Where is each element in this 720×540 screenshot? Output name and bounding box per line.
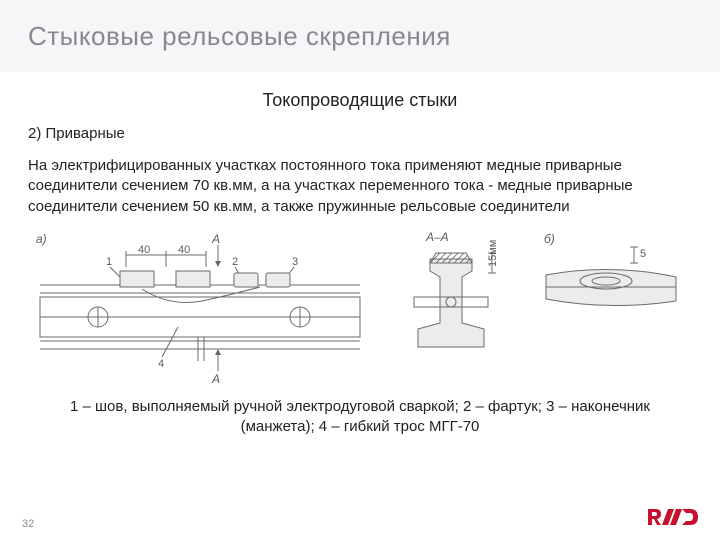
panel-b-label: б): [544, 232, 555, 246]
body-paragraph: На электрифицированных участках постоянн…: [28, 156, 692, 217]
section-marker-bottom: А: [211, 372, 220, 386]
callout-4: 4: [158, 358, 164, 370]
dim-40-right: 40: [178, 244, 190, 256]
subtitle: Токопроводящие стыки: [28, 90, 692, 111]
section-marker-top: А: [211, 232, 220, 246]
callout-1: 1: [106, 256, 112, 268]
section-aa-label: А–А: [425, 230, 449, 244]
rzd-logo: [646, 505, 700, 532]
diagram-panel-b: б) 5: [544, 232, 676, 306]
content-area: Токопроводящие стыки 2) Приварные На эле…: [0, 72, 720, 437]
panel-a-label: а): [36, 232, 47, 246]
dim-5: 5: [640, 248, 646, 260]
page-number: 32: [22, 518, 34, 530]
callout-3: 3: [292, 256, 298, 268]
technical-diagram: а) А 40 40 1 2 3: [30, 227, 690, 387]
title-bar: Стыковые рельсовые скрепления: [0, 0, 720, 72]
section-label: 2) Приварные: [28, 125, 692, 142]
page-title: Стыковые рельсовые скрепления: [28, 21, 451, 52]
callout-2: 2: [232, 256, 238, 268]
dim-40-left: 40: [138, 244, 150, 256]
diagram-section-aa: А–А 15мм: [414, 230, 499, 347]
diagram-panel-a: а) А 40 40 1 2 3: [36, 232, 360, 386]
dim-15mm: 15мм: [487, 239, 499, 266]
diagram-caption: 1 – шов, выполняемый ручной электродугов…: [28, 397, 692, 438]
